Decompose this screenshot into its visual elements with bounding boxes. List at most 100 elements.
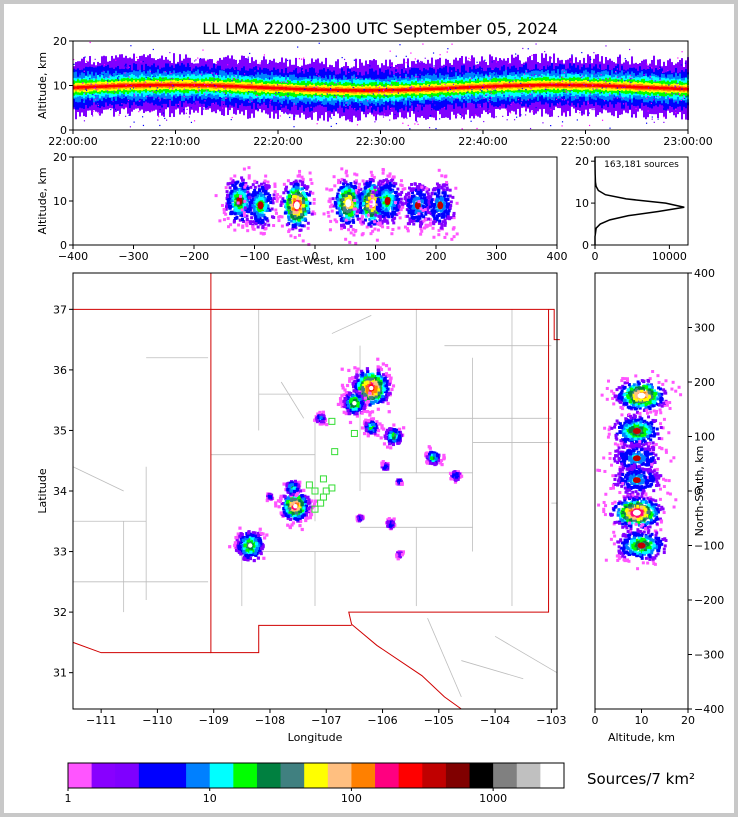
eastwest-point <box>230 181 234 185</box>
time-altitude-point <box>97 85 99 88</box>
time-altitude-point <box>565 90 567 92</box>
time-altitude-point <box>117 77 119 79</box>
time-altitude-point <box>343 58 346 61</box>
time-altitude-point <box>277 102 280 104</box>
eastwest-point <box>234 182 238 186</box>
time-altitude-point <box>156 87 158 89</box>
time-altitude-point <box>341 56 343 59</box>
time-altitude-point <box>152 97 155 99</box>
time-altitude-point <box>621 85 623 88</box>
time-altitude-point <box>251 68 254 71</box>
time-altitude-point <box>157 83 159 87</box>
time-altitude-point <box>605 80 607 83</box>
time-altitude-point <box>243 73 246 75</box>
time-altitude-point <box>630 78 632 80</box>
eastwest-point <box>289 210 293 214</box>
eastwest-point <box>264 206 268 210</box>
time-altitude-point <box>479 106 482 108</box>
time-altitude-point <box>649 109 651 111</box>
time-altitude-point <box>460 102 462 105</box>
time-altitude-point <box>253 68 256 70</box>
eastwest-point <box>247 174 251 178</box>
time-altitude-point <box>619 93 621 95</box>
time-altitude-point <box>641 85 643 89</box>
eastwest-point <box>227 225 231 229</box>
time-altitude-point <box>115 62 118 64</box>
time-altitude-point <box>305 85 307 87</box>
time-altitude-point <box>326 93 328 95</box>
eastwest-point <box>222 218 226 222</box>
time-altitude-point <box>509 112 512 114</box>
time-altitude-point <box>563 99 566 101</box>
time-altitude-point <box>593 108 595 111</box>
eastwest-point <box>225 196 229 200</box>
time-altitude-point <box>251 82 253 84</box>
time-altitude-point <box>476 106 478 109</box>
time-altitude-point <box>231 80 233 82</box>
time-altitude-point <box>125 84 127 86</box>
time-altitude-point <box>162 112 165 114</box>
eastwest-point <box>298 233 302 237</box>
eastwest-core <box>345 199 352 208</box>
time-altitude-point <box>639 85 641 89</box>
time-altitude-point <box>682 97 684 99</box>
eastwest-point <box>267 185 271 189</box>
time-altitude-point <box>267 86 269 90</box>
time-altitude-point <box>116 73 118 75</box>
time-altitude-point <box>448 77 450 79</box>
time-altitude-point <box>463 86 465 89</box>
time-altitude-point <box>346 102 348 104</box>
time-altitude-point <box>338 77 340 79</box>
time-altitude-point <box>593 73 595 75</box>
time-altitude-point <box>230 94 232 96</box>
time-altitude-point <box>94 58 96 60</box>
eastwest-point <box>248 208 252 212</box>
time-altitude-point <box>389 50 391 52</box>
eastwest-point <box>370 187 374 191</box>
eastwest-point <box>270 215 274 219</box>
time-altitude-point <box>507 84 509 88</box>
time-altitude-point <box>405 70 407 72</box>
time-altitude-point <box>317 88 319 92</box>
time-altitude-point <box>592 88 594 90</box>
eastwest-point <box>278 195 282 199</box>
time-altitude-point <box>80 67 83 70</box>
eastwest-point <box>247 196 251 200</box>
time-altitude-point <box>108 76 110 78</box>
time-altitude-point <box>457 100 459 103</box>
time-altitude-point <box>653 121 655 123</box>
time-altitude-point <box>596 75 599 77</box>
time-altitude-point <box>482 86 484 89</box>
time-altitude-point <box>665 86 667 90</box>
time-altitude-point <box>435 87 437 90</box>
time-altitude-point <box>318 62 320 64</box>
time-altitude-point <box>391 91 393 94</box>
eastwest-point <box>338 212 342 216</box>
time-altitude-point <box>169 104 171 106</box>
time-altitude-point <box>575 84 577 87</box>
time-altitude-point <box>383 94 385 96</box>
time-altitude-point <box>287 59 289 62</box>
time-altitude-point <box>269 86 271 90</box>
chart-title: LL LMA 2200-2300 UTC September 05, 2024 <box>202 19 558 38</box>
time-altitude-point <box>352 74 354 76</box>
eastwest-point <box>265 209 269 213</box>
eastwest-point <box>242 213 246 217</box>
time-altitude-point <box>298 58 301 60</box>
time-altitude-point <box>287 87 289 90</box>
eastwest-point <box>357 186 361 190</box>
time-altitude-point <box>301 87 303 91</box>
time-altitude-point <box>390 70 392 72</box>
eastwest-point <box>239 187 243 191</box>
time-altitude-point <box>510 103 512 106</box>
time-altitude-point <box>621 108 623 111</box>
time-altitude-point <box>329 87 332 90</box>
eastwest-point <box>257 194 261 198</box>
time-altitude-point <box>553 83 555 87</box>
time-altitude-point <box>483 85 485 89</box>
time-altitude-point <box>447 97 449 99</box>
eastwest-point <box>224 207 228 211</box>
time-altitude-point <box>354 108 356 110</box>
time-altitude-point <box>295 87 297 91</box>
time-altitude-point <box>230 118 232 121</box>
